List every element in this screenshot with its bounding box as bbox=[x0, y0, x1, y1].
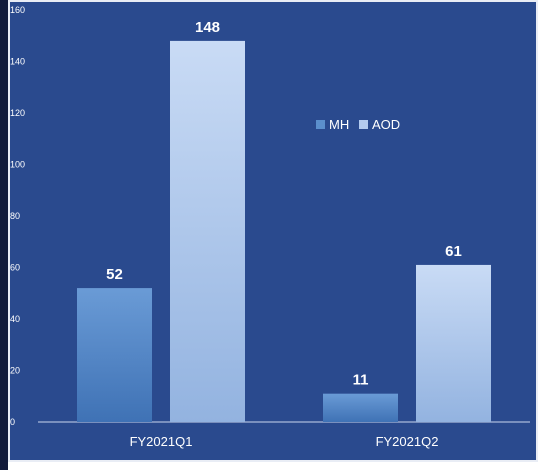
data-label-mh-fy2021q2: 11 bbox=[353, 372, 369, 389]
bars bbox=[77, 40, 491, 423]
y-tick-label: 140 bbox=[10, 57, 25, 67]
category-label: FY2021Q1 bbox=[130, 434, 193, 449]
bar-mh-fy2021q2 bbox=[323, 393, 398, 422]
y-tick-label: 20 bbox=[10, 366, 20, 376]
legend-label-mh: MH bbox=[329, 117, 349, 132]
legend: MH AOD bbox=[316, 117, 400, 132]
y-tick-label: 60 bbox=[10, 263, 20, 273]
bar-mh-fy2021q1 bbox=[77, 288, 152, 422]
data-labels: 52 148 11 61 bbox=[106, 19, 462, 389]
y-tick-label: 0 bbox=[10, 417, 15, 427]
legend-label-aod: AOD bbox=[372, 117, 400, 132]
y-tick-label: 40 bbox=[10, 314, 20, 324]
category-labels: FY2021Q1 FY2021Q2 bbox=[130, 434, 439, 449]
legend-swatch-aod bbox=[359, 120, 368, 129]
data-label-mh-fy2021q1: 52 bbox=[106, 266, 123, 283]
y-tick-label: 120 bbox=[10, 108, 25, 118]
y-tick-label: 80 bbox=[10, 211, 20, 221]
y-axis-ticks: 0 20 40 60 80 100 120 140 160 bbox=[10, 5, 25, 427]
left-edge-strip bbox=[0, 0, 8, 470]
y-tick-label: 160 bbox=[10, 5, 25, 15]
bar-chart: 0 20 40 60 80 100 120 140 160 52 148 11 61 FY2021Q1… bbox=[10, 5, 530, 449]
category-label: FY2021Q2 bbox=[376, 434, 439, 449]
bar-aod-fy2021q2 bbox=[416, 264, 491, 422]
y-tick-label: 100 bbox=[10, 160, 25, 170]
data-label-aod-fy2021q2: 61 bbox=[445, 243, 462, 260]
data-label-aod-fy2021q1: 148 bbox=[195, 19, 220, 36]
bar-aod-fy2021q1 bbox=[170, 40, 245, 423]
legend-swatch-mh bbox=[316, 120, 325, 129]
